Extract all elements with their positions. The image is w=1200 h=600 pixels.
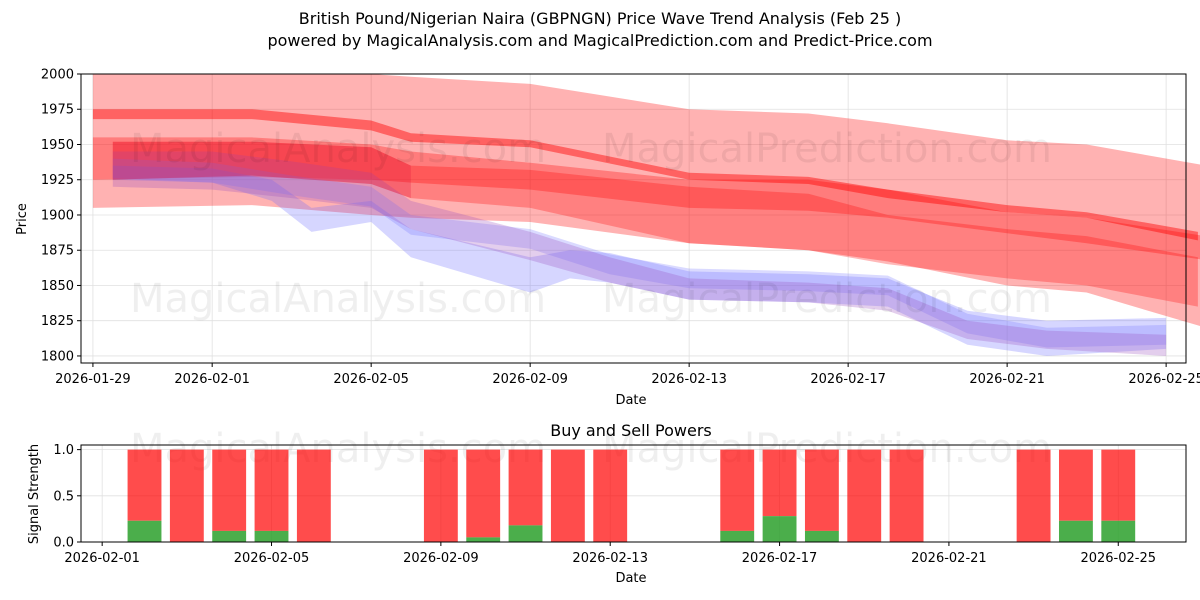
main-x-ticks: 2026-01-29 2026-02-01 2026-02-05 2026-02-09… bbox=[55, 363, 1200, 387]
buy-bar-10 bbox=[720, 530, 755, 542]
buy-bar-6 bbox=[466, 537, 501, 542]
main-bands bbox=[92, 74, 1200, 356]
main-x-tick-label-5: 2026-02-17 bbox=[810, 372, 886, 387]
sell-bar-1 bbox=[169, 449, 204, 542]
red-band-red-wide-upper bbox=[92, 74, 1200, 260]
watermark-prediction-bottom: MagicalPrediction.com bbox=[602, 276, 1052, 322]
sub-plot-frame bbox=[80, 444, 1187, 543]
sell-bar-16 bbox=[1058, 449, 1093, 521]
main-grid bbox=[81, 73, 1186, 363]
sell-bar-9 bbox=[593, 449, 628, 542]
chart-title: British Pound/Nigerian Naira (GBPNGN) Pr… bbox=[298, 9, 902, 28]
blue-band-blue-1 bbox=[112, 165, 1167, 356]
main-x-tick-label-7: 2026-02-25 bbox=[1128, 372, 1200, 387]
main-y-tick-label-0: 1800 bbox=[41, 349, 74, 364]
sell-bar-7 bbox=[508, 449, 543, 526]
sell-bar-10 bbox=[720, 449, 755, 531]
main-x-tick-label-4: 2026-02-13 bbox=[651, 372, 727, 387]
sell-bar-12 bbox=[804, 449, 839, 531]
chart-subtitle: powered by MagicalAnalysis.com and Magic… bbox=[267, 31, 933, 50]
sub-x-tick-label-2: 2026-02-09 bbox=[403, 551, 479, 566]
sell-bar-8 bbox=[550, 449, 585, 542]
main-plot-frame bbox=[80, 73, 1187, 364]
main-x-axis-label: Date bbox=[615, 393, 646, 408]
buy-bar-2 bbox=[212, 530, 247, 542]
main-y-ticks: 1800 1825 1850 1875 1900 1925 1950 1975 2000 bbox=[41, 68, 81, 364]
sub-y-tick-label-2: 1.0 bbox=[53, 443, 74, 458]
main-y-tick-label-6: 1950 bbox=[41, 138, 74, 153]
sell-bar-17 bbox=[1101, 449, 1136, 521]
main-x-tick-label-0: 2026-01-29 bbox=[55, 372, 131, 387]
sub-x-tick-label-3: 2026-02-13 bbox=[572, 551, 648, 566]
sell-bar-11 bbox=[762, 449, 797, 517]
red-band-core bbox=[112, 141, 411, 199]
buy-bar-12 bbox=[804, 530, 839, 542]
sell-bar-3 bbox=[254, 449, 289, 531]
main-y-tick-label-4: 1900 bbox=[41, 208, 74, 223]
buy-bar-7 bbox=[508, 525, 543, 542]
sub-x-tick-label-1: 2026-02-05 bbox=[234, 551, 310, 566]
sub-x-tick-label-5: 2026-02-21 bbox=[911, 551, 987, 566]
sell-bar-4 bbox=[296, 449, 331, 542]
red-band-red-inner bbox=[112, 141, 1198, 307]
main-x-tick-label-6: 2026-02-21 bbox=[969, 372, 1045, 387]
sell-bar-13 bbox=[847, 449, 882, 542]
main-x-tick-label-3: 2026-02-09 bbox=[492, 372, 568, 387]
main-x-tick-label-2: 2026-02-05 bbox=[333, 372, 409, 387]
sub-x-tick-label-0: 2026-02-01 bbox=[64, 551, 140, 566]
main-y-tick-label-5: 1925 bbox=[41, 173, 74, 188]
main-y-tick-label-8: 2000 bbox=[41, 68, 74, 83]
sub-y-tick-label-1: 0.5 bbox=[53, 489, 74, 504]
watermark-analysis-bottom: MagicalAnalysis.com bbox=[130, 276, 546, 322]
blue-band-blue-2 bbox=[112, 158, 1167, 348]
main-y-tick-label-1: 1825 bbox=[41, 314, 74, 329]
buy-bar-0 bbox=[127, 520, 162, 542]
sell-bar-6 bbox=[466, 449, 501, 538]
sub-x-tick-label-4: 2026-02-17 bbox=[742, 551, 818, 566]
sell-bar-15 bbox=[1016, 449, 1051, 542]
sub-y-tick-label-0: 0.0 bbox=[53, 536, 74, 551]
red-band-red-wide-lower bbox=[92, 137, 1200, 327]
buy-bar-11 bbox=[762, 516, 797, 542]
main-x-tick-label-1: 2026-02-01 bbox=[174, 372, 250, 387]
price-wave-plot: MagicalAnalysis.com MagicalPrediction.co… bbox=[15, 68, 1200, 408]
sell-bar-2 bbox=[212, 449, 247, 531]
buy-bar-3 bbox=[254, 530, 289, 542]
sub-bars bbox=[127, 449, 1136, 542]
watermark-analysis-top: MagicalAnalysis.com bbox=[130, 126, 546, 172]
main-y-tick-label-2: 1850 bbox=[41, 279, 74, 294]
main-y-tick-label-7: 1975 bbox=[41, 103, 74, 118]
sub-x-tick-label-6: 2026-02-25 bbox=[1080, 551, 1156, 566]
sub-y-axis-label: Signal Strength bbox=[27, 444, 42, 544]
buy-bar-17 bbox=[1101, 520, 1136, 542]
main-y-axis-label: Price bbox=[15, 203, 30, 235]
sell-bar-5 bbox=[423, 449, 458, 542]
buy-bar-16 bbox=[1058, 520, 1093, 542]
blue-band-purple-3 bbox=[112, 151, 1167, 356]
watermark-prediction-top: MagicalPrediction.com bbox=[602, 126, 1052, 172]
sell-bar-14 bbox=[889, 449, 924, 542]
main-y-tick-label-3: 1875 bbox=[41, 244, 74, 259]
buy-sell-plot: Buy and Sell Powers MagicalAnalysis.com … bbox=[27, 421, 1187, 586]
sub-y-ticks: 0.0 0.5 1.0 bbox=[53, 443, 81, 551]
sub-x-ticks: 2026-02-01 2026-02-05 2026-02-09 2026-02-13… bbox=[64, 542, 1156, 566]
sub-title: Buy and Sell Powers bbox=[550, 421, 712, 440]
sub-x-axis-label: Date bbox=[615, 571, 646, 586]
sell-bar-0 bbox=[127, 449, 162, 521]
